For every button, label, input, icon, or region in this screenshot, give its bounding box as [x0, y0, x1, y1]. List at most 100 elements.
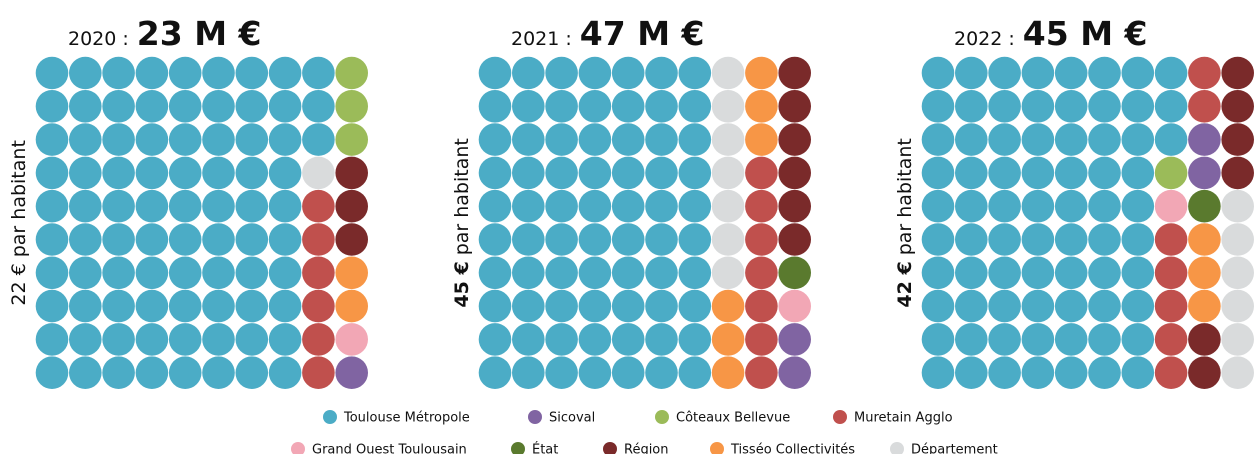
- waffle-cell: [1054, 56, 1088, 90]
- waffle-cell: [678, 289, 712, 323]
- waffle-cell: [235, 356, 269, 390]
- waffle-cell: [1021, 123, 1055, 156]
- waffle-cell: [512, 90, 545, 123]
- waffle-cell: [168, 356, 202, 390]
- waffle-cell: [578, 256, 612, 290]
- waffle-cell: [302, 223, 335, 256]
- waffle-cell: [268, 289, 302, 323]
- waffle-cell: [1221, 123, 1254, 156]
- waffle-cell: [921, 56, 955, 90]
- waffle-cell: [1121, 90, 1155, 123]
- waffle-cell: [302, 90, 335, 123]
- waffle-cell: [302, 156, 335, 190]
- waffle-cell: [202, 189, 235, 223]
- per-capita-label: par habitant: [451, 138, 473, 255]
- waffle-cell: [988, 123, 1021, 156]
- waffle-cell: [1021, 189, 1055, 223]
- waffle-cell: [1121, 356, 1155, 390]
- waffle-cell: [711, 156, 745, 190]
- waffle-cell: [335, 156, 369, 190]
- waffle-cell: [988, 223, 1021, 256]
- per-capita-label: par habitant: [8, 140, 30, 257]
- waffle-cell: [1121, 123, 1155, 156]
- legend-label: Sicoval: [549, 411, 595, 426]
- panel-title: 2022 : 45 M €: [954, 14, 1148, 53]
- waffle-cell: [1188, 356, 1221, 390]
- waffle-cell: [955, 56, 988, 90]
- waffle-cell: [745, 223, 778, 256]
- legend-swatch: [890, 442, 904, 456]
- waffle-cell: [1154, 189, 1188, 223]
- waffle-cell: [578, 123, 612, 156]
- waffle-cell: [678, 56, 712, 90]
- waffle-cell: [1021, 223, 1055, 256]
- legend-label: État: [532, 442, 558, 455]
- waffle-cell: [168, 90, 202, 123]
- waffle-cell: [268, 123, 302, 156]
- waffle-cell: [235, 90, 269, 123]
- waffle-cell: [35, 90, 69, 123]
- waffle-cell: [545, 223, 578, 256]
- waffle-cell: [69, 256, 102, 290]
- year: 2021 :: [511, 28, 572, 50]
- waffle-cell: [545, 289, 578, 323]
- waffle-cell: [1088, 56, 1121, 90]
- waffle-cell: [235, 189, 269, 223]
- waffle-cell: [1054, 356, 1088, 390]
- waffle-cell: [1221, 356, 1254, 390]
- per-capita: 22 € par habitant: [8, 140, 30, 305]
- waffle-cell: [1221, 289, 1254, 323]
- legend-swatch: [291, 442, 305, 456]
- waffle-cell: [611, 189, 645, 223]
- waffle-cell: [1154, 323, 1188, 356]
- waffle-cell: [988, 289, 1021, 323]
- panel-title: 2020 : 23 M €: [68, 14, 262, 53]
- waffle-cell: [135, 90, 169, 123]
- waffle-cell: [578, 289, 612, 323]
- waffle-cell: [921, 289, 955, 323]
- waffle-cell: [1154, 123, 1188, 156]
- legend-label: Toulouse Métropole: [343, 411, 470, 426]
- waffle-cell: [778, 289, 811, 323]
- waffle-cell: [711, 223, 745, 256]
- waffle-cell: [711, 90, 745, 123]
- legend-label: Muretain Agglo: [854, 411, 953, 426]
- waffle-cell: [545, 323, 578, 356]
- waffle-cell: [1088, 323, 1121, 356]
- waffle-cell: [778, 189, 811, 223]
- waffle-cell: [988, 56, 1021, 90]
- waffle-cell: [678, 356, 712, 390]
- waffle-cell: [988, 356, 1021, 390]
- legend-label: Tisséo Collectivités: [730, 443, 855, 455]
- waffle-cell: [202, 123, 235, 156]
- waffle-cell: [711, 356, 745, 390]
- waffle-cell: [1188, 323, 1221, 356]
- waffle-cell: [678, 189, 712, 223]
- waffle-cell: [135, 289, 169, 323]
- waffle-cell: [35, 323, 69, 356]
- waffle-cell: [1221, 56, 1254, 90]
- waffle-cell: [235, 256, 269, 290]
- waffle-cell: [1154, 156, 1188, 190]
- waffle-cell: [921, 90, 955, 123]
- waffle-cell: [302, 123, 335, 156]
- waffle-cell: [988, 90, 1021, 123]
- waffle-cell: [102, 90, 135, 123]
- waffle-cell: [202, 156, 235, 190]
- waffle-cell: [955, 189, 988, 223]
- waffle-cell: [678, 90, 712, 123]
- waffle-cell: [1021, 56, 1055, 90]
- waffle-cell: [135, 356, 169, 390]
- waffle-cell: [478, 323, 512, 356]
- waffle-cell: [1154, 356, 1188, 390]
- waffle-cell: [611, 123, 645, 156]
- waffle-cell: [168, 123, 202, 156]
- legend-swatch: [323, 410, 337, 424]
- waffle-cell: [1121, 56, 1155, 90]
- waffle-cell: [1021, 356, 1055, 390]
- waffle-cell: [168, 256, 202, 290]
- waffle-cell: [268, 56, 302, 90]
- waffle-cell: [102, 156, 135, 190]
- waffle-cell: [745, 289, 778, 323]
- waffle-cell: [578, 156, 612, 190]
